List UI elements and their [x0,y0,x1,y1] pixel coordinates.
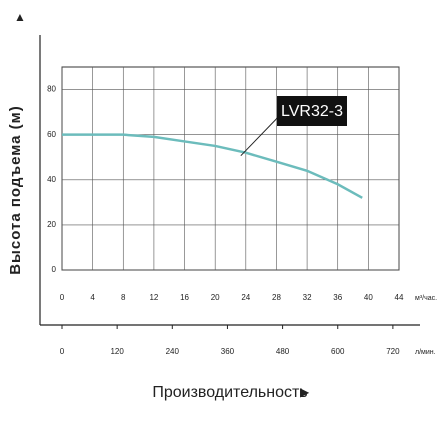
y-axis-label: Высота подъема (м) [7,105,24,275]
plot-area [61,66,400,271]
x-tick-label: 16 [180,293,189,302]
x-tick-label: 44 [395,293,404,302]
y-tick-label: 80 [47,85,56,94]
x-tick-label: 8 [121,293,126,302]
legend-box [277,96,347,126]
x2-tick-label: 360 [221,347,235,356]
x2-tick-label: 600 [331,347,345,356]
x-tick-label: 20 [211,293,220,302]
x-tick-label: 4 [90,293,95,302]
x-tick-label: 0 [60,293,65,302]
x2-tick-label: 120 [110,347,124,356]
legend-label: LVR32-3 [281,103,343,120]
arrow-right: ▶ [300,385,310,399]
x2-unit: л/мин. [415,349,436,356]
y-tick-label: 40 [47,175,56,184]
x2-tick-label: 240 [166,347,180,356]
x-tick-label: 28 [272,293,281,302]
x-tick-label: 40 [364,293,373,302]
x-tick-label: 36 [333,293,342,302]
x2-tick-label: 0 [60,347,65,356]
curve [62,133,363,199]
x-tick-label: 24 [241,293,250,302]
y-tick-label: 60 [47,130,56,139]
arrow-up: ▲ [14,10,26,24]
x2-tick-label: 720 [386,347,400,356]
x-axis-label: Производительность [152,384,307,401]
x-tick-label: 12 [149,293,158,302]
y-tick-label: 0 [52,265,57,274]
y-tick-label: 20 [47,220,56,229]
x-tick-label: 32 [303,293,312,302]
x-unit: м³/час. [415,295,437,302]
x2-tick-label: 480 [276,347,290,356]
